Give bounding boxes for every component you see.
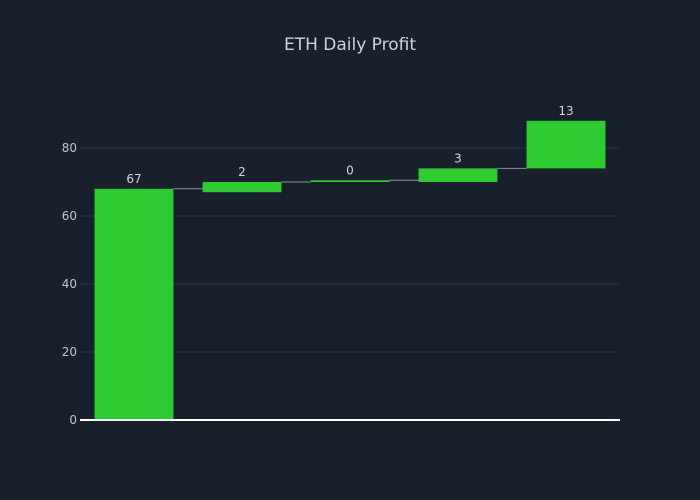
- waterfall-bar: [310, 180, 390, 182]
- y-tick-label: 80: [62, 141, 77, 155]
- data-label: 3: [454, 151, 462, 165]
- waterfall-bar: [418, 168, 498, 182]
- data-label: 2: [238, 165, 246, 179]
- bars: [94, 120, 606, 420]
- data-label: 0: [346, 163, 354, 177]
- y-tick-label: 60: [62, 209, 77, 223]
- waterfall-bar: [202, 182, 282, 193]
- chart-title: ETH Daily Profit: [284, 35, 416, 55]
- data-labels: 67 2 0 3 13: [126, 104, 573, 186]
- waterfall-bar: [526, 120, 606, 169]
- y-tick-label: 0: [69, 413, 77, 427]
- y-tick-label: 40: [62, 277, 77, 291]
- y-tick-label: 20: [62, 345, 77, 359]
- waterfall-bar: [94, 188, 174, 420]
- data-label: 13: [558, 104, 573, 118]
- data-label: 67: [126, 172, 141, 186]
- connector-lines: [173, 167, 527, 190]
